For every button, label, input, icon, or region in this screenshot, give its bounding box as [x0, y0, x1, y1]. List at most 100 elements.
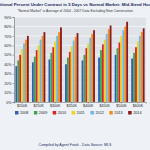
legend-item: 2009	[34, 111, 47, 115]
bar	[60, 27, 62, 102]
x-tick: $250K	[33, 102, 44, 108]
bar	[54, 42, 56, 102]
grid-line	[14, 54, 146, 55]
bar	[91, 34, 93, 102]
bar	[87, 43, 89, 102]
y-tick-label: 80%	[4, 25, 12, 29]
y-tick-label: 0%	[6, 101, 12, 105]
y-tick-label: 50%	[4, 53, 12, 57]
bar	[34, 57, 36, 102]
bar	[122, 30, 124, 102]
y-tick-label: 30%	[4, 72, 12, 76]
y-axis: 0% 10% 20% 30% 40% 50% 60% 70% 80% 90%	[4, 16, 14, 105]
bar	[108, 29, 110, 102]
legend-label: 2010	[58, 111, 66, 115]
y-tick: 40%	[4, 63, 14, 67]
bar	[67, 58, 69, 102]
bar	[102, 44, 104, 102]
x-tick: $350K	[67, 102, 78, 108]
bar	[126, 22, 128, 102]
legend-swatch	[72, 111, 76, 115]
y-tick-mark	[13, 102, 15, 103]
x-tick: $300K	[50, 102, 61, 108]
grid-line	[14, 102, 146, 103]
x-tick-label: $450K	[100, 104, 111, 108]
grid-line	[14, 64, 146, 65]
bar	[56, 36, 58, 102]
bar	[42, 36, 44, 102]
grid-line	[14, 73, 146, 74]
y-tick-mark	[13, 45, 15, 46]
y-tick-mark	[13, 83, 15, 84]
legend-label: 2014	[133, 111, 141, 115]
bar	[131, 59, 133, 102]
bar	[89, 38, 91, 102]
bar	[40, 40, 42, 102]
y-tick-mark	[13, 93, 15, 94]
legend-item: 2010	[53, 111, 66, 115]
legend-label: 2011	[77, 111, 85, 115]
y-tick: 80%	[4, 25, 14, 29]
y-tick: 60%	[4, 44, 14, 48]
bar	[65, 64, 67, 102]
series	[27, 22, 145, 102]
bar	[58, 32, 60, 102]
legend-item: 2011	[72, 111, 85, 115]
y-tick-label: 90%	[4, 16, 12, 20]
chart: Additional Percent Under Contract in 5 D…	[0, 0, 150, 150]
x-tick-label: $250K	[33, 104, 44, 108]
y-tick: 20%	[4, 82, 14, 86]
bar	[73, 41, 75, 102]
x-tick: $400K	[83, 102, 94, 108]
y-tick-mark	[13, 64, 15, 65]
bar	[135, 47, 137, 102]
bar	[106, 34, 108, 102]
series	[25, 26, 143, 102]
y-tick-label: 40%	[4, 63, 12, 67]
bar	[133, 53, 135, 102]
grid-line	[14, 17, 146, 18]
legend-item: 2013	[109, 111, 122, 115]
x-tick: $500K	[116, 102, 127, 108]
x-tick-label: $400K	[83, 104, 94, 108]
y-tick-label: 10%	[4, 91, 12, 95]
y-tick-label: 20%	[4, 82, 12, 86]
legend-label: 2013	[114, 111, 122, 115]
bar	[36, 50, 38, 102]
bar	[17, 60, 19, 102]
x-tick: $200K	[17, 102, 28, 108]
y-tick-mark	[13, 55, 15, 56]
x-tick: $600K	[133, 102, 144, 108]
legend-item: 2012	[90, 111, 103, 115]
bar	[82, 60, 84, 102]
bar	[50, 53, 52, 102]
bar	[117, 48, 119, 102]
bar	[49, 60, 51, 103]
legend: 2008 2009 2010 2011 2012 2013 2014	[15, 111, 142, 115]
bar	[38, 45, 40, 102]
y-tick: 70%	[4, 35, 14, 39]
grid-line	[14, 92, 146, 93]
y-tick-mark	[13, 36, 15, 37]
legend-label: 2008	[20, 111, 28, 115]
y-tick-mark	[13, 17, 15, 18]
legend-swatch	[15, 111, 19, 115]
grid-line	[14, 26, 146, 27]
bar	[137, 42, 139, 102]
x-tick: $450K	[100, 102, 111, 108]
bar	[119, 43, 121, 103]
bar	[69, 52, 71, 102]
bar	[15, 66, 17, 102]
y-tick-label: 70%	[4, 35, 12, 39]
bar	[143, 28, 145, 102]
legend-item: 2008	[15, 111, 28, 115]
bar	[139, 36, 141, 102]
y-tick: 0%	[6, 101, 14, 105]
y-tick-mark	[13, 26, 15, 27]
y-tick-mark	[13, 74, 15, 75]
bar	[98, 58, 100, 102]
legend-swatch	[109, 111, 113, 115]
y-tick: 30%	[4, 72, 14, 76]
bar	[52, 47, 54, 102]
plot: 0% 10% 20% 30% 40% 50% 60% 70% 80% 90% $200K $250K $…	[4, 16, 146, 108]
